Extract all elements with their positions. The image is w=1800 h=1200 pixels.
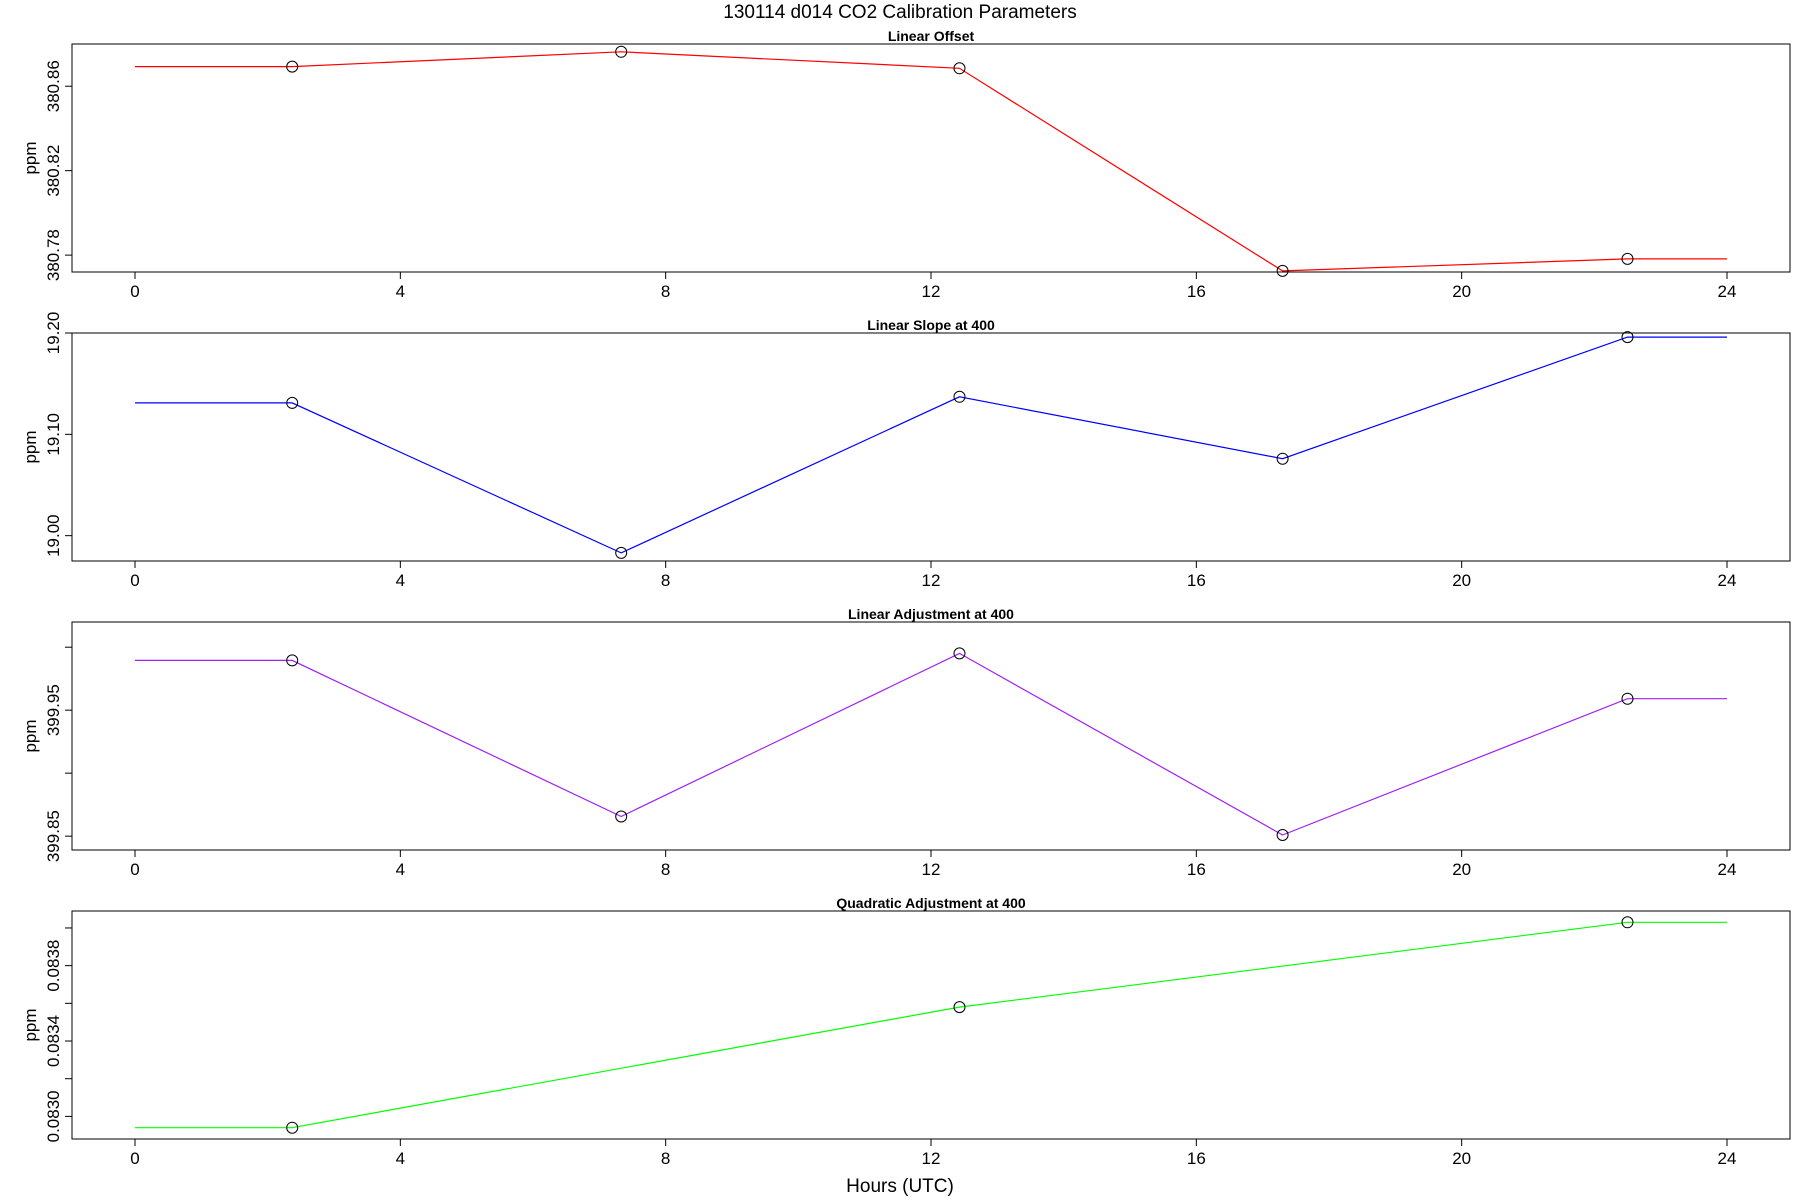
y-tick-label: 19.20 (44, 312, 63, 355)
x-tick-label: 12 (922, 1149, 941, 1168)
data-point (953, 647, 966, 660)
x-tick-label: 4 (396, 571, 405, 590)
series-line (135, 921, 1727, 1129)
plot-frame (71, 332, 1791, 562)
x-tick-label: 4 (396, 1149, 405, 1168)
panel-title: Linear Adjustment at 400 (848, 606, 1014, 622)
panel-title: Linear Offset (888, 28, 975, 44)
data-point (286, 1121, 299, 1134)
panel-title: Quadratic Adjustment at 400 (836, 895, 1026, 911)
data-point (1621, 331, 1634, 344)
y-axis-label: ppm (21, 430, 40, 463)
x-tick-label: 12 (922, 571, 941, 590)
x-tick-label: 20 (1452, 1149, 1471, 1168)
data-point (1276, 264, 1289, 277)
data-point (615, 546, 628, 559)
y-tick-label: 0.0838 (44, 940, 63, 992)
data-point (1621, 692, 1634, 705)
panel-3: Linear Adjustment at 400 ppm 0 4 8 12 16 20 24 39… (21, 606, 1791, 879)
x-tick-label: 4 (396, 860, 405, 879)
y-tick-label: 0.0830 (44, 1090, 63, 1142)
x-tick-label: 8 (661, 571, 670, 590)
x-tick-label: 0 (130, 282, 139, 301)
y-tick-label: 19.10 (44, 413, 63, 456)
x-tick-label: 0 (130, 571, 139, 590)
y-tick-label: 399.85 (44, 810, 63, 862)
panel-2: Linear Slope at 400 ppm 0 4 8 12 16 20 24 19.00 19… (21, 312, 1791, 590)
data-point (286, 396, 299, 409)
data-point (1276, 829, 1289, 841)
x-tick-label: 24 (1718, 1149, 1737, 1168)
panel-title: Linear Slope at 400 (867, 317, 995, 333)
x-tick-label: 8 (661, 282, 670, 301)
plot-frame (71, 910, 1791, 1140)
series-line (135, 51, 1727, 272)
data-point (1276, 452, 1289, 465)
y-axis-label: ppm (21, 719, 40, 752)
plot-frame (71, 43, 1791, 273)
x-tick-label: 0 (130, 1149, 139, 1168)
x-tick-label: 12 (922, 860, 941, 879)
y-axis-label: ppm (21, 1008, 40, 1041)
series-line (135, 336, 1727, 554)
x-tick-label: 12 (922, 282, 941, 301)
x-tick-label: 16 (1187, 571, 1206, 590)
panel-4: Quadratic Adjustment at 400 ppm 0 4 8 12 16 20 2… (21, 895, 1791, 1168)
x-tick-label: 16 (1187, 1149, 1206, 1168)
x-tick-label: 4 (396, 282, 405, 301)
x-tick-label: 8 (661, 1149, 670, 1168)
x-tick-label: 20 (1452, 571, 1471, 590)
x-tick-label: 0 (130, 860, 139, 879)
data-point (953, 62, 966, 75)
x-tick-label: 16 (1187, 860, 1206, 879)
y-tick-label: 399.95 (44, 684, 63, 736)
x-tick-label: 8 (661, 860, 670, 879)
y-axis-label: ppm (21, 141, 40, 174)
data-point (286, 60, 299, 73)
x-tick-label: 24 (1718, 282, 1737, 301)
y-tick-label: 380.78 (44, 229, 63, 281)
data-point (615, 45, 628, 58)
x-tick-label: 24 (1718, 860, 1737, 879)
page-title: 130114 d014 CO2 Calibration Parameters (723, 2, 1077, 23)
data-point (1621, 252, 1634, 265)
series-line (135, 652, 1727, 836)
x-tick-label: 20 (1452, 860, 1471, 879)
data-point (953, 1001, 966, 1014)
data-point (953, 390, 966, 403)
x-tick-label: 24 (1718, 571, 1737, 590)
y-tick-label: 380.82 (44, 145, 63, 197)
panel-1: Linear Offset ppm 0 4 8 12 16 20 24 380.78 380.82 3… (21, 28, 1791, 301)
data-point (1621, 916, 1634, 929)
data-point (286, 654, 299, 667)
data-point (615, 810, 628, 823)
y-tick-label: 0.0834 (44, 1015, 63, 1067)
y-tick-label: 19.00 (44, 514, 63, 557)
x-axis-label: Hours (UTC) (846, 1176, 954, 1197)
x-tick-label: 20 (1452, 282, 1471, 301)
y-tick-label: 380.86 (44, 60, 63, 112)
x-tick-label: 16 (1187, 282, 1206, 301)
